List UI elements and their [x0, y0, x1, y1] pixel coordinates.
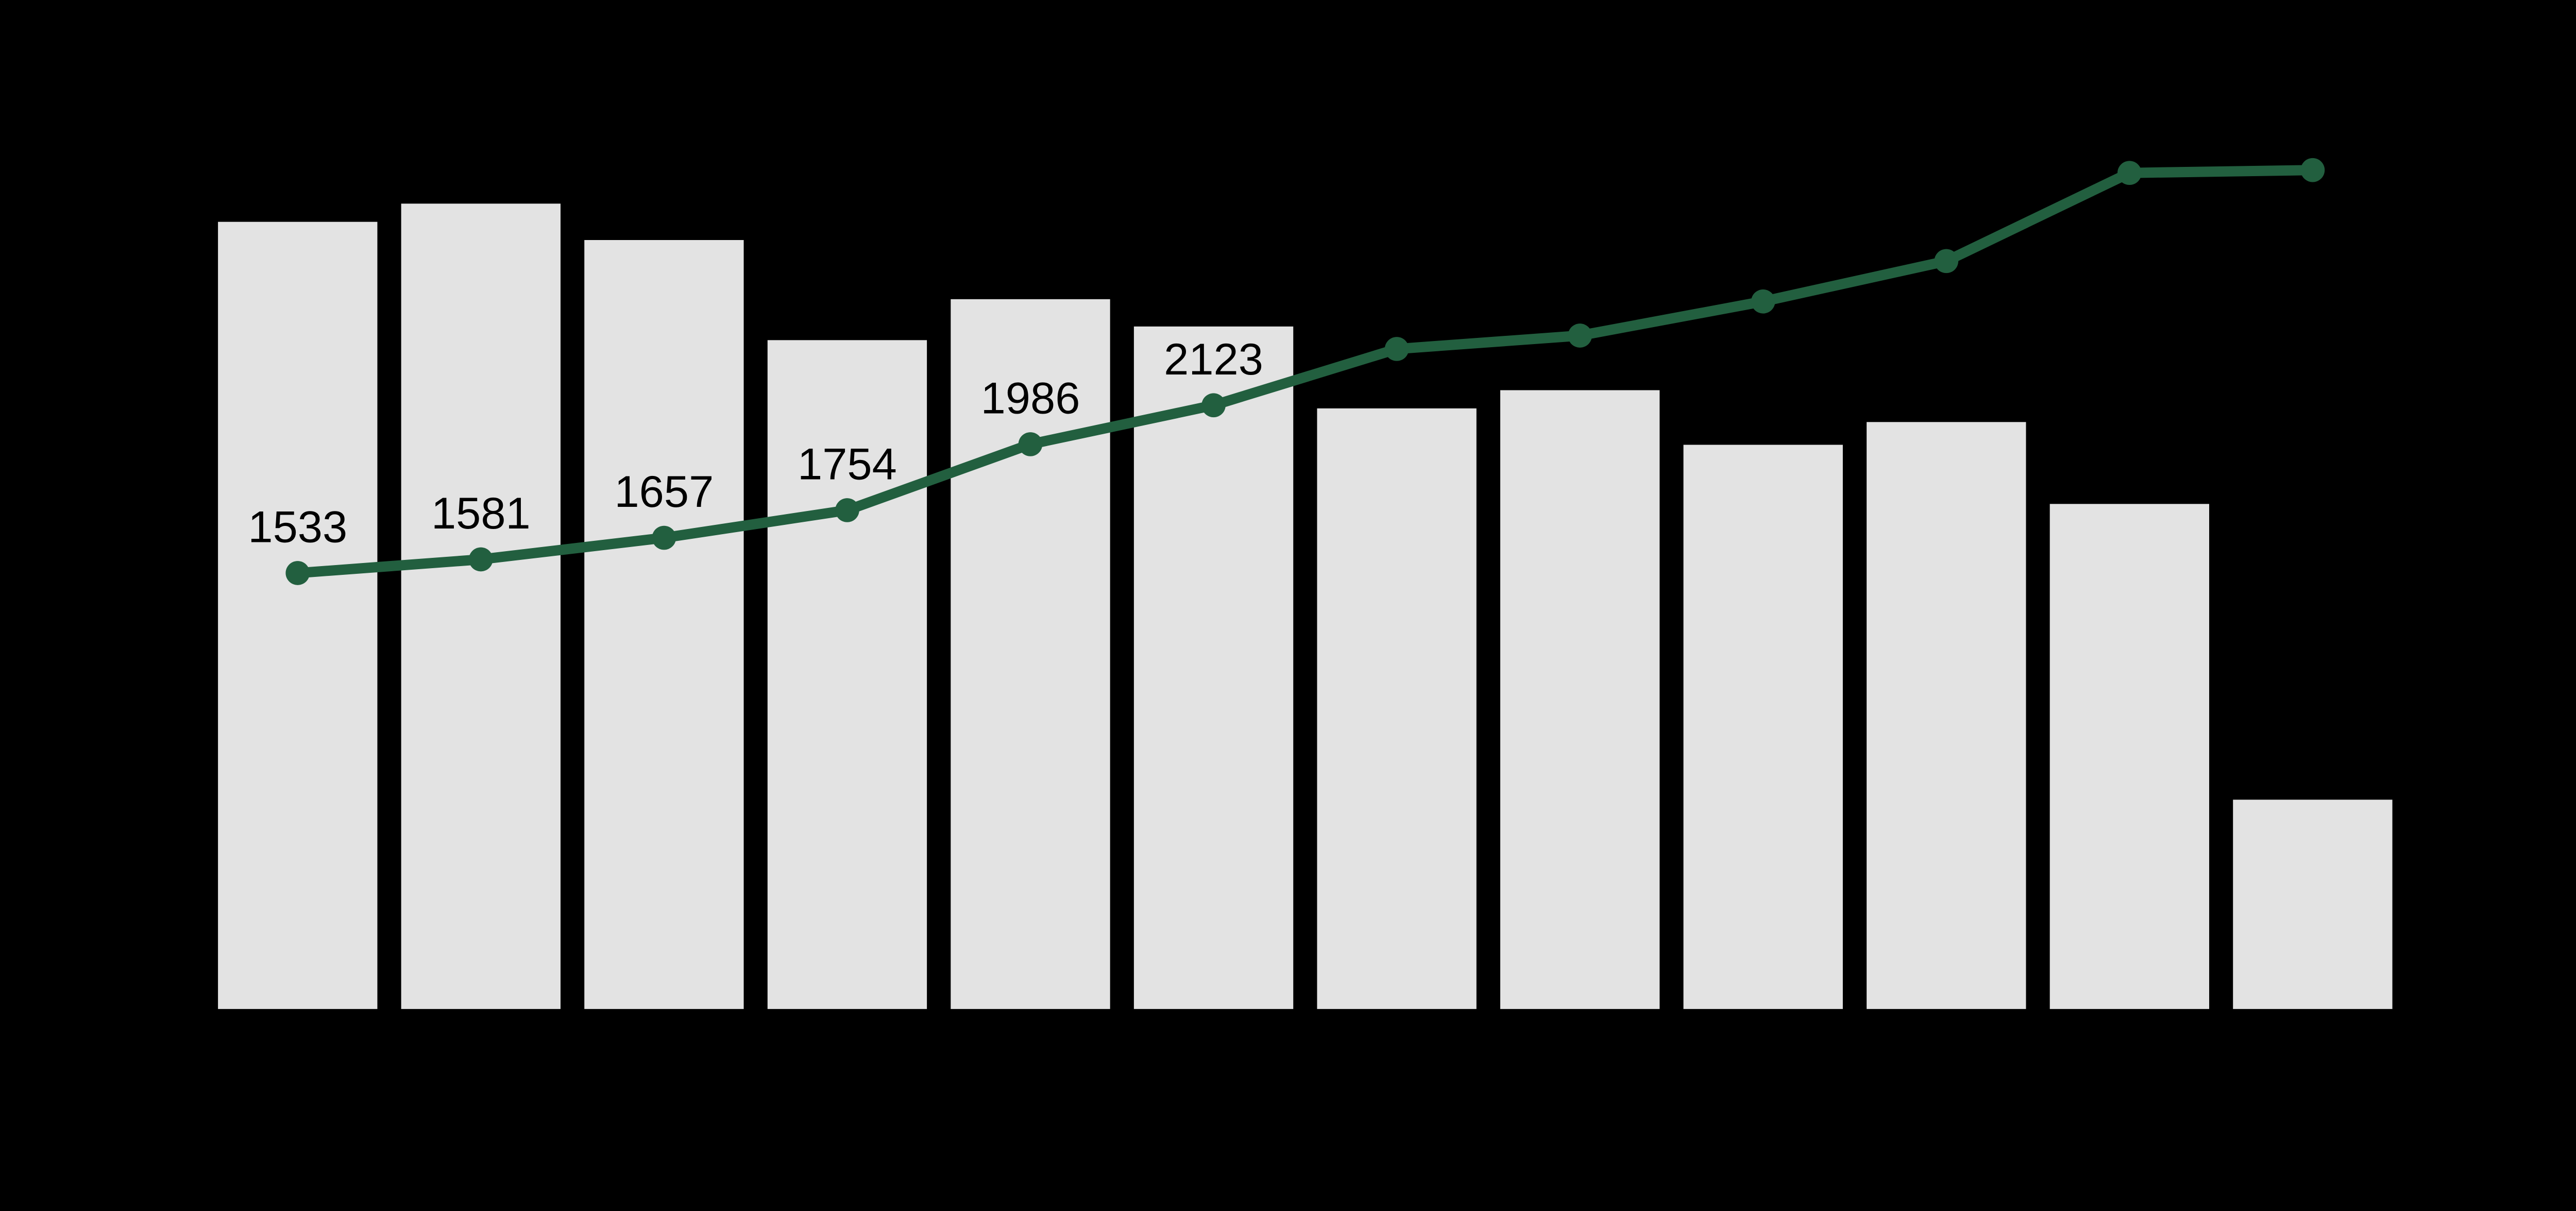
bar	[401, 203, 561, 1009]
line-marker	[2301, 158, 2325, 182]
bar	[1317, 408, 1476, 1009]
bar	[1867, 422, 2026, 1009]
combo-chart: 1533 1581 1657 1754 1986 2123 2321 2368 2488	[0, 0, 2576, 1211]
line-marker	[1385, 337, 1409, 361]
bar	[584, 240, 743, 1009]
value-label: 2368	[1530, 265, 1630, 315]
value-label: 1581	[431, 489, 531, 538]
bar	[2233, 800, 2392, 1009]
line-marker	[285, 561, 310, 585]
value-label: 1533	[248, 502, 347, 552]
line-marker	[1751, 289, 1775, 314]
value-label: 1754	[798, 439, 897, 489]
bar	[1134, 327, 1293, 1009]
bar	[1684, 445, 1843, 1009]
line-marker	[469, 548, 493, 572]
bar	[1500, 390, 1659, 1009]
chart-container: 1533 1581 1657 1754 1986 2123 2321 2368 2488	[0, 0, 2576, 1211]
line-marker	[1934, 249, 1958, 274]
line-marker	[2117, 161, 2142, 185]
value-label: 2488	[1714, 231, 1813, 280]
line-marker	[652, 526, 676, 550]
line-marker	[1568, 323, 1592, 348]
line-marker	[1019, 432, 1043, 456]
value-label: 1657	[614, 467, 714, 517]
bar	[2050, 504, 2209, 1009]
line-marker	[835, 498, 859, 522]
value-label: 2123	[1164, 335, 1263, 384]
value-label: 2321	[1347, 278, 1447, 328]
bar	[218, 222, 377, 1009]
line-marker	[1201, 393, 1226, 417]
value-label: 1986	[981, 373, 1080, 423]
